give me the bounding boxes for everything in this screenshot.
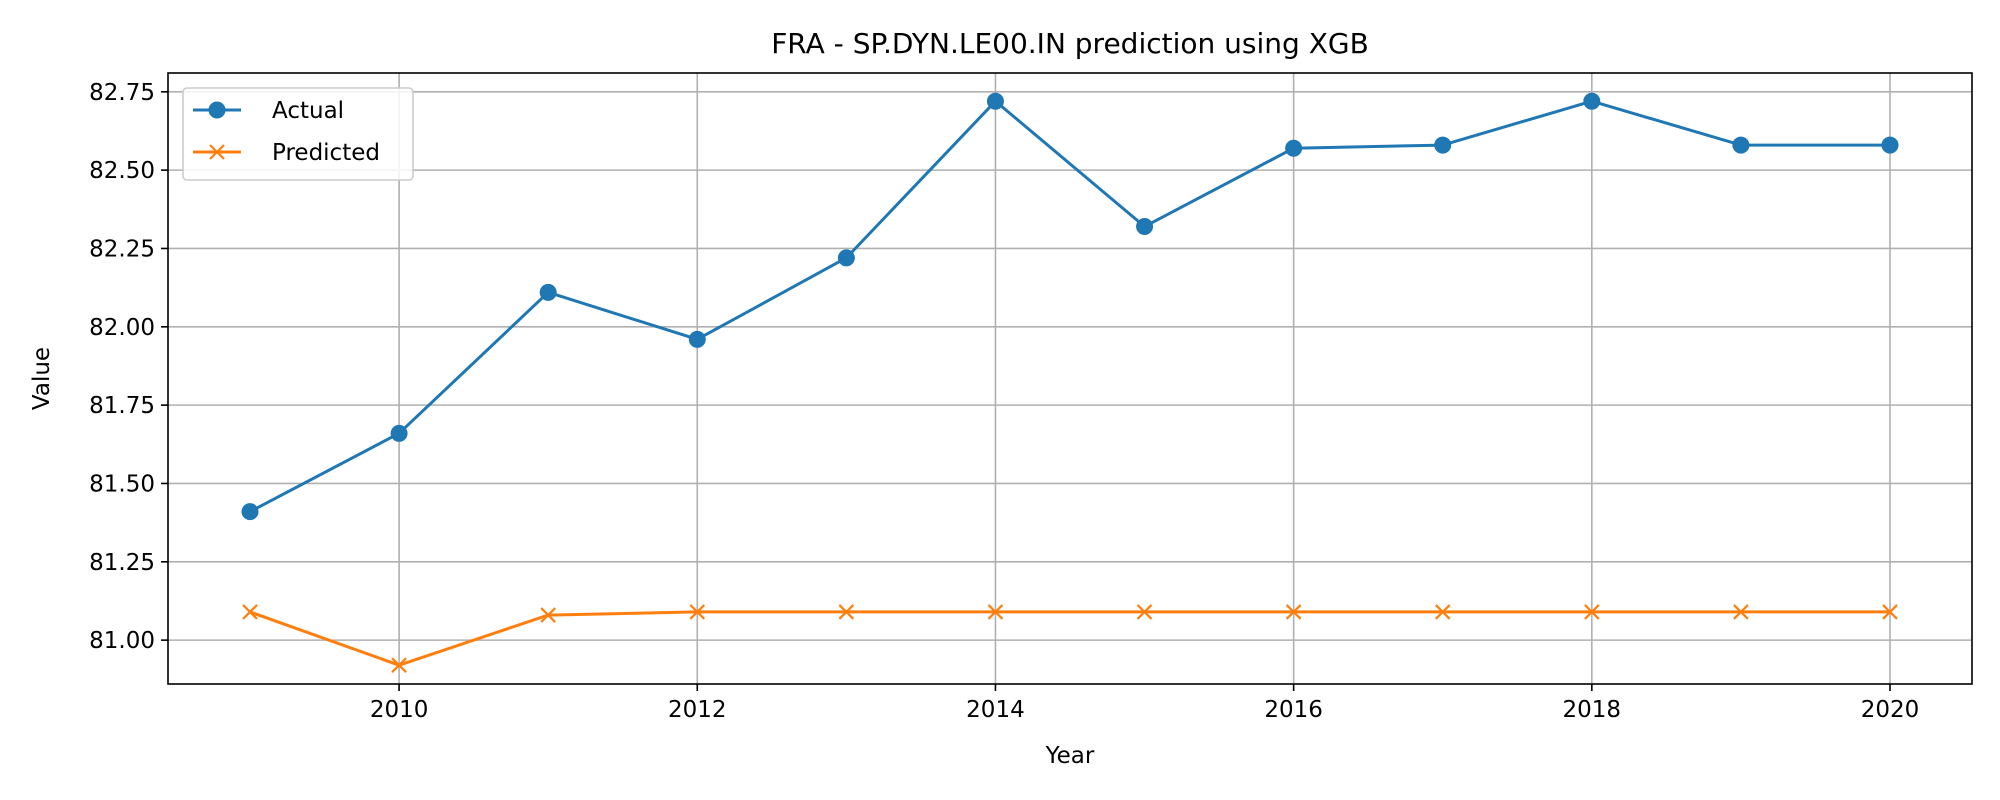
actual-point bbox=[390, 424, 408, 442]
predicted-point bbox=[987, 604, 1004, 620]
series-actual bbox=[241, 92, 1899, 521]
y-tick-label: 81.50 bbox=[89, 471, 155, 497]
predicted-point bbox=[1434, 604, 1451, 620]
actual-point bbox=[837, 249, 855, 267]
actual-point bbox=[1583, 92, 1601, 110]
x-tick-label: 2012 bbox=[668, 697, 727, 723]
predicted-point bbox=[1882, 604, 1898, 620]
legend-predicted-label: Predicted bbox=[272, 140, 380, 166]
actual-point bbox=[986, 92, 1004, 110]
y-tick-label: 82.75 bbox=[89, 80, 155, 106]
actual-point bbox=[241, 503, 259, 521]
x-tick-label: 2018 bbox=[1563, 697, 1622, 723]
legend-predicted-marker bbox=[209, 144, 225, 160]
y-tick-label: 82.50 bbox=[89, 158, 155, 184]
predicted-point bbox=[1584, 604, 1600, 620]
actual-line bbox=[249, 99, 1890, 513]
x-tick-label: 2020 bbox=[1861, 697, 1920, 723]
plot-area-frame bbox=[167, 72, 1973, 685]
legend-actual-marker bbox=[208, 101, 226, 119]
y-tick-label: 81.00 bbox=[89, 628, 155, 654]
x-tick-label: 2010 bbox=[370, 697, 429, 723]
x-axis-title: Year bbox=[1045, 743, 1095, 769]
actual-point bbox=[1136, 218, 1154, 236]
grid bbox=[168, 73, 1972, 684]
predicted-point bbox=[1733, 604, 1749, 620]
actual-point bbox=[1881, 136, 1899, 154]
y-tick-label: 81.25 bbox=[89, 550, 155, 576]
y-axis: 81.00 81.25 81.50 81.75 82.00 82.25 82.50 82.75 bbox=[89, 80, 168, 654]
x-tick-label: 2014 bbox=[966, 697, 1025, 723]
legend-actual-label: Actual bbox=[272, 98, 344, 124]
y-tick-label: 81.75 bbox=[89, 393, 155, 419]
predicted-point bbox=[242, 604, 258, 620]
predicted-line bbox=[249, 610, 1890, 667]
x-axis: 2010 2012 2014 2016 2018 2020 bbox=[370, 684, 1919, 723]
actual-point bbox=[1285, 139, 1303, 157]
y-tick-label: 82.00 bbox=[89, 315, 155, 341]
actual-point bbox=[688, 330, 706, 348]
y-tick-label: 82.25 bbox=[89, 236, 155, 262]
series-layer bbox=[241, 92, 1899, 673]
actual-point bbox=[1732, 136, 1750, 154]
actual-point bbox=[539, 283, 557, 301]
series-predicted bbox=[242, 604, 1898, 673]
y-axis-title: Value bbox=[29, 347, 55, 410]
legend: Actual Predicted bbox=[182, 87, 414, 181]
predicted-point bbox=[391, 657, 407, 673]
predicted-point bbox=[689, 604, 706, 620]
actual-point bbox=[1434, 136, 1452, 154]
predicted-point bbox=[540, 607, 556, 623]
predicted-point bbox=[838, 604, 855, 620]
predicted-point bbox=[1136, 604, 1153, 620]
x-tick-label: 2016 bbox=[1264, 697, 1323, 723]
chart-title: FRA - SP.DYN.LE00.IN prediction using XG… bbox=[771, 27, 1369, 60]
predicted-point bbox=[1285, 604, 1302, 620]
